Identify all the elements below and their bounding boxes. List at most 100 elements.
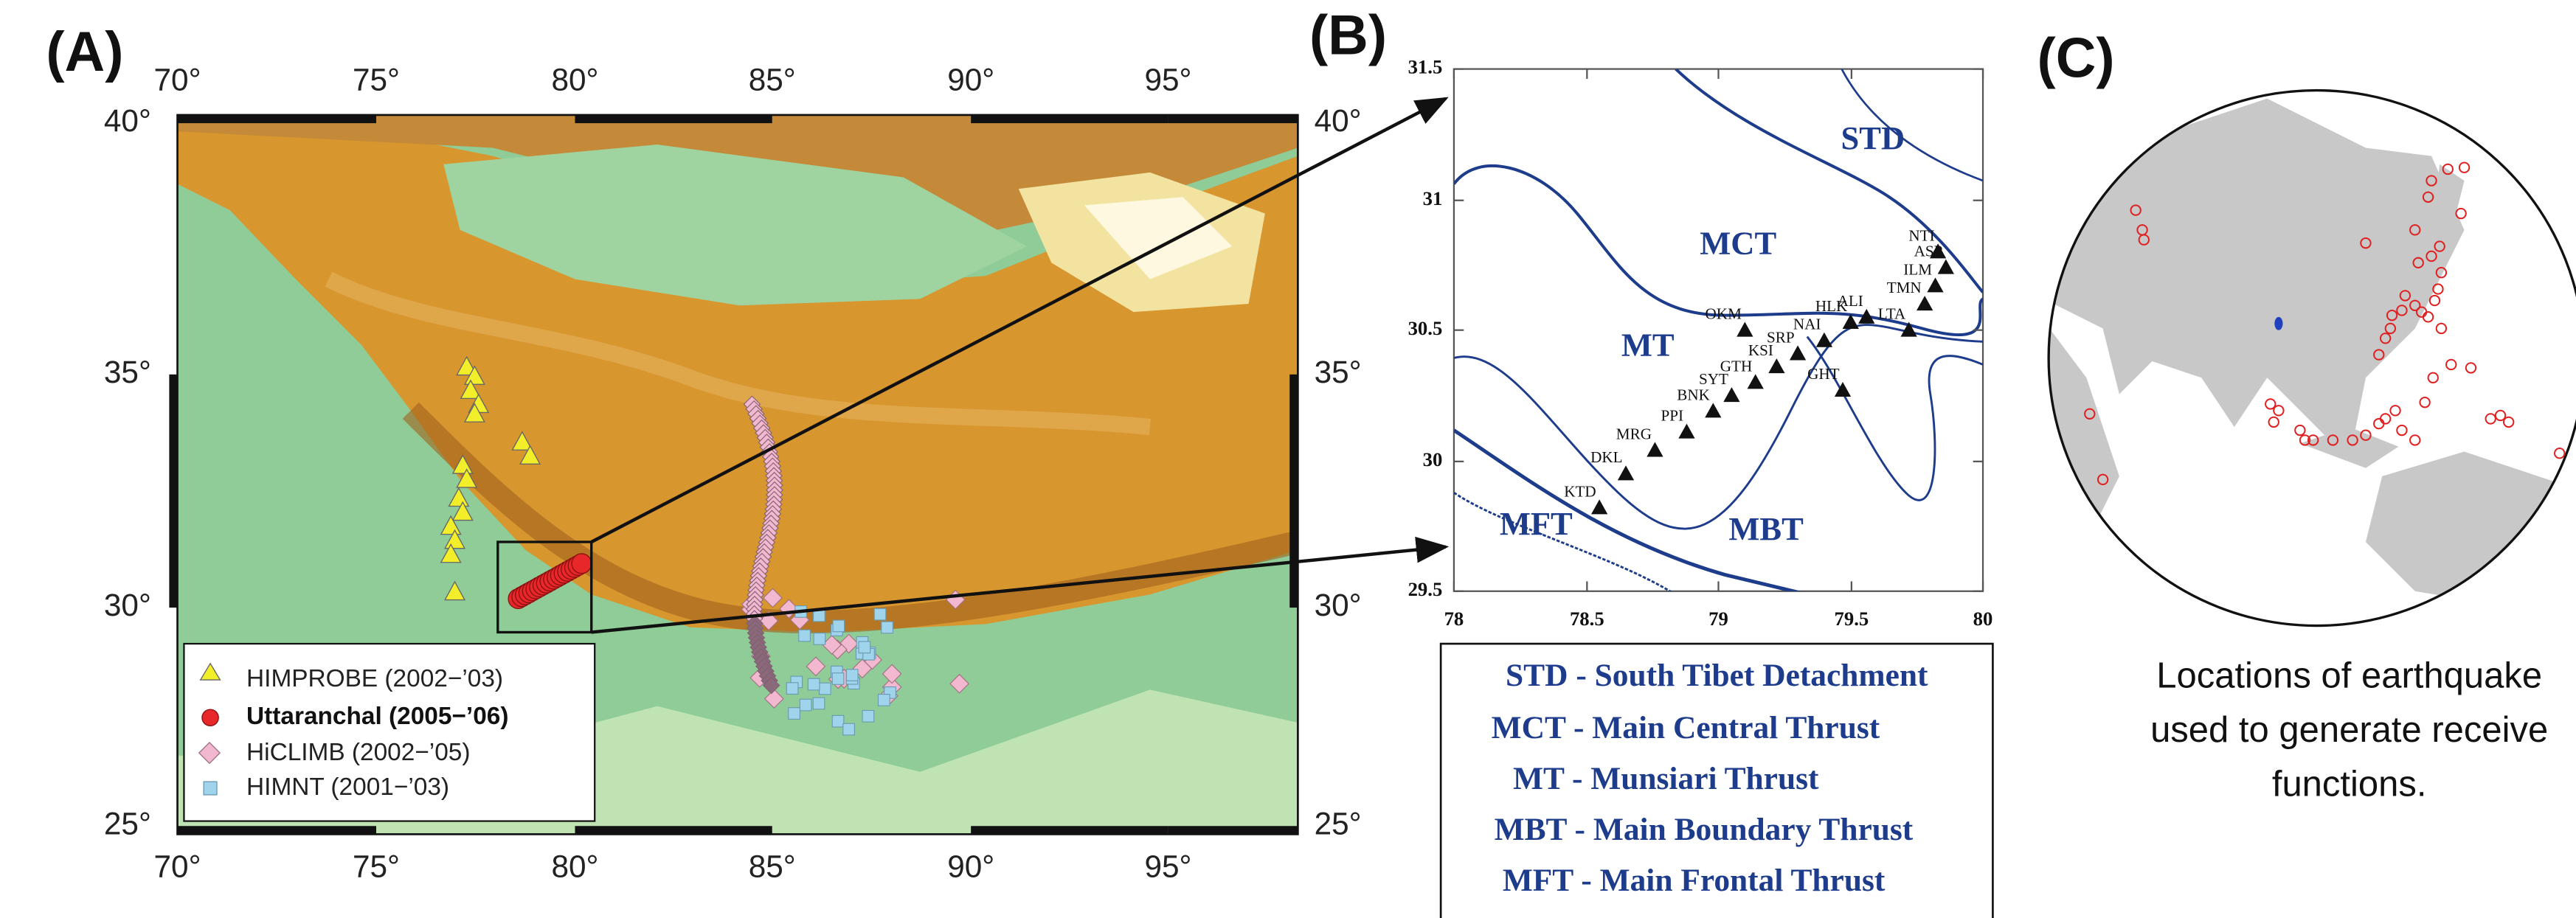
uttaranchal-station [571,553,592,574]
station [1842,313,1859,329]
frame-bar [177,114,376,124]
earthquake [2386,309,2398,321]
himnt-station [813,609,825,622]
panel-label: (B) [1309,4,1387,66]
study-area [2274,316,2283,330]
himnt-station [812,697,825,710]
x-tick-label: 78.5 [1570,608,1604,630]
x-tick-label: 80 [1973,608,1993,630]
earthquake [2327,434,2339,446]
himnt-station [862,709,875,723]
himnt-station [831,714,845,728]
inset-box [496,540,593,634]
station-label: NTI [1908,226,1934,244]
earthquake [2428,294,2441,307]
y-tick-label: 29.5 [1408,578,1443,600]
himnt-station [798,629,811,642]
lon-label: 95° [1144,849,1191,883]
station [1647,442,1663,457]
earthquakes [2084,161,2566,486]
himnt-station [799,698,812,712]
lat-label: 40° [1315,103,1362,138]
frame-bar [575,114,772,124]
station [1737,321,1753,337]
himnt-station [807,678,820,691]
earthquake [2432,283,2444,295]
earthquake [2435,267,2448,279]
panel-label: (C) [2037,27,2115,90]
earthquake [2422,311,2434,323]
b-ticks: 78 78.5 79 79.5 80 31.5 31 30.5 30 29.5 [1408,56,1993,630]
station [1927,277,1944,293]
station-label: SYT [1699,370,1728,388]
fault-legend-entry: MBT - Main Boundary Thrust [1495,812,1914,847]
fault-legend-entry: MFT - Main Frontal Thrust [1503,863,1886,898]
lon-label: 75° [353,63,400,97]
earthquake [2389,405,2401,417]
caption: Locations of earthquake [2156,656,2542,696]
himnt-station [877,694,890,706]
station [1789,345,1807,361]
station-label: PPI [1661,407,1683,425]
lat-label: 35° [1315,355,1362,389]
himprobe-station [451,501,474,521]
station [1705,403,1722,418]
himnt-station [832,619,845,633]
lon-label: 80° [551,63,598,97]
himnt-station [873,608,887,621]
himnt-station [786,682,799,695]
hiclimb-station [763,588,783,608]
earthquake [2396,424,2408,437]
legend-symbol [201,709,219,727]
panel-label: (A) [46,21,123,83]
lat-label: 25° [1315,806,1362,841]
earthquake [2503,416,2515,428]
y-tick-label: 31.5 [1408,56,1443,78]
fault-legend-box [1439,642,1994,918]
station-label: SRP [1767,328,1795,346]
himprobe-station [440,543,462,563]
himprobe-station [444,529,466,549]
hiclimb-station [806,656,826,677]
himnt-station [842,723,855,736]
fault-label: STD [1841,119,1905,156]
station [1834,381,1852,397]
earthquake [2373,349,2385,361]
himnt-station [831,672,845,685]
station-label: ALI [1838,292,1863,310]
himprobe-station [448,487,470,507]
frame-bar [971,114,1168,124]
earthquake [2465,362,2477,374]
lon-label: 70° [154,63,201,97]
himprobe-station [463,365,485,385]
earthquake [2130,204,2142,216]
y-tick-label: 30 [1423,448,1443,470]
station [1747,374,1764,389]
earthquake [2138,234,2150,246]
himprobe-station [460,379,482,400]
station [1617,465,1635,481]
earthquake [2299,434,2311,446]
earthquake [2435,322,2448,335]
station-label: LTA [1878,305,1906,322]
himprobe-station [440,515,462,535]
station-label: OKM [1706,305,1742,322]
lon-label: 85° [749,849,796,883]
station-label: KSI [1748,341,1773,359]
earthquake [2399,290,2411,302]
fault-label: MCT [1700,224,1776,261]
lon-label: 95° [1144,63,1191,97]
legend-entry: HIMNT (2001−’03) [246,773,449,801]
frame-bar [575,826,772,835]
frame-bar [1289,374,1298,608]
fault-label: MFT [1500,505,1573,542]
earthquake [2427,372,2439,383]
earthquake [2396,305,2408,316]
earthquake [2273,405,2285,417]
frame-bar [1168,826,1298,835]
station [1591,499,1608,515]
legend-entry: Uttaranchal (2005−’06) [246,703,508,730]
frame-bars [169,114,1298,835]
lon-label: 90° [947,63,994,97]
station-label: BNK [1677,386,1710,403]
